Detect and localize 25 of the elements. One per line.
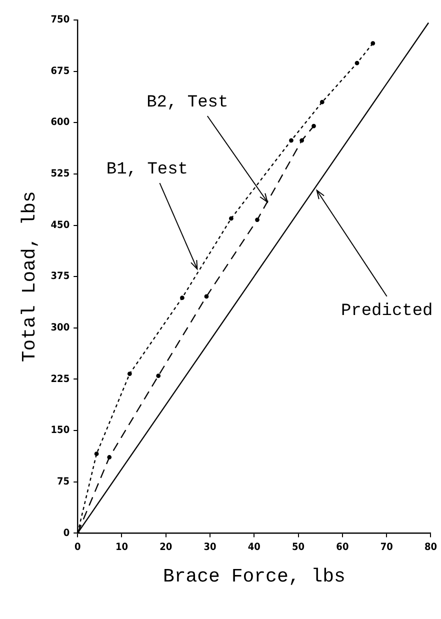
y-tick-label: 600 — [50, 117, 70, 128]
x-tick-label: 80 — [424, 542, 438, 553]
x-tick-label: 60 — [336, 542, 349, 553]
x-tick-label: 20 — [160, 542, 172, 553]
y-tick-label: 225 — [50, 374, 70, 385]
annotation: B2, Test — [146, 94, 228, 113]
y-tick-label: 375 — [50, 271, 70, 282]
y-tick-label: 0 — [63, 528, 70, 539]
y-tick-label: 750 — [50, 14, 70, 26]
x-tick-label: 70 — [380, 542, 393, 553]
annotation: B1, Test — [106, 160, 188, 180]
y-tick-label: 525 — [50, 168, 70, 180]
x-tick-label: 30 — [204, 542, 216, 553]
y-tick-label: 150 — [50, 425, 70, 436]
y-tick-label: 300 — [50, 322, 70, 334]
x-tick-label: 50 — [292, 542, 305, 553]
x-tick-label: 10 — [115, 542, 128, 553]
y-tick-label: 75 — [57, 476, 70, 488]
y-tick-label: 675 — [50, 66, 70, 77]
x-axis-title: Brace Force, lbs — [162, 566, 346, 588]
x-tick-label: 0 — [74, 542, 81, 553]
x-tick-label: 40 — [248, 542, 260, 553]
y-tick-label: 450 — [50, 220, 70, 231]
y-axis-title: Total Load, lbs — [18, 191, 40, 362]
annotation: Predicted — [340, 302, 433, 321]
